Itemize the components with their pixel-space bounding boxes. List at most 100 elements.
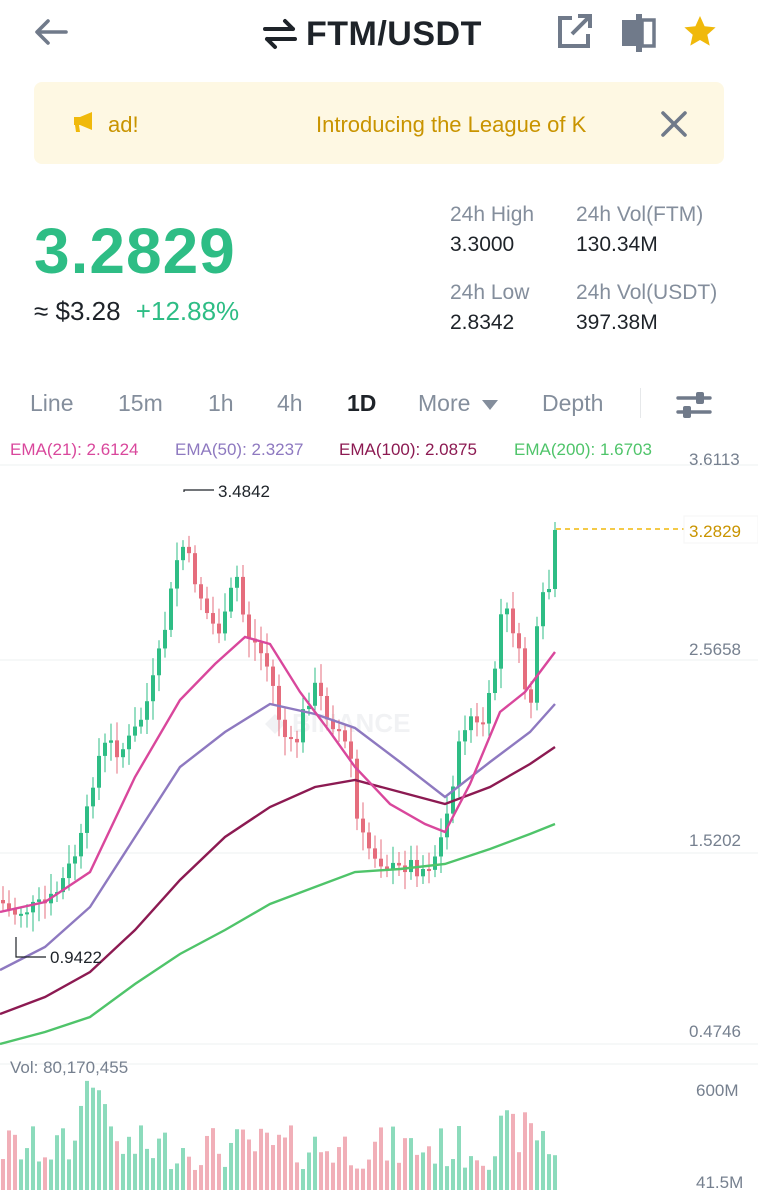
candle-body: [475, 716, 479, 723]
volume-bar: [355, 1168, 359, 1190]
candle-body: [217, 623, 221, 634]
fiat-price-row: ≈ $3.28 +12.88%: [34, 296, 239, 327]
volume-bar: [469, 1156, 473, 1190]
candle-body: [523, 648, 527, 690]
volume-bar: [487, 1169, 491, 1190]
candle-body: [427, 869, 431, 872]
volume-bar: [61, 1128, 65, 1190]
volume-bar: [163, 1132, 167, 1190]
high-annotation-leader: [183, 489, 214, 492]
volume-bar: [343, 1136, 347, 1190]
candle-body: [247, 614, 251, 639]
candle-body: [73, 856, 77, 864]
volume-bar: [337, 1147, 341, 1190]
close-icon[interactable]: [658, 108, 690, 140]
volume-bar: [73, 1140, 77, 1190]
volume-bar: [91, 1087, 95, 1190]
split-layout-icon[interactable]: [618, 12, 658, 52]
volume-bar: [535, 1140, 539, 1190]
header: FTM/USDT: [0, 0, 758, 70]
candle-body: [499, 614, 503, 669]
stat-label: 24h Vol(FTM): [576, 203, 704, 226]
volume-bar: [553, 1155, 557, 1190]
candle-body: [529, 689, 533, 703]
y-tick-label: 2.5658: [689, 640, 741, 659]
candle-body: [487, 693, 491, 724]
candle-body: [283, 719, 287, 738]
stat-24h-vol-quote: 24h Vol(USDT) 397.38M: [576, 281, 717, 335]
y-tick-label: 1.5202: [689, 831, 741, 850]
star-icon[interactable]: [680, 12, 720, 52]
candle-body: [181, 546, 185, 561]
candlestick-series: [1, 521, 557, 932]
candle-body: [541, 592, 545, 627]
volume-bar: [7, 1130, 11, 1190]
volume-bar: [379, 1127, 383, 1190]
stat-value: 397.38M: [576, 311, 658, 334]
tab-line[interactable]: Line: [30, 390, 74, 416]
volume-bar: [187, 1156, 191, 1190]
volume-tick-label: 41.5M: [696, 1173, 743, 1192]
volume-bar: [169, 1169, 173, 1190]
pair-selector[interactable]: FTM/USDT: [262, 12, 482, 56]
ema50-line: [0, 702, 556, 972]
tab-more[interactable]: More: [418, 390, 499, 417]
candle-body: [169, 588, 173, 630]
share-external-icon[interactable]: [554, 12, 594, 52]
volume-bar: [463, 1167, 467, 1190]
volume-bar: [175, 1163, 179, 1190]
candle-body: [85, 806, 89, 833]
volume-bar: [43, 1157, 47, 1190]
candle-body: [121, 749, 125, 758]
volume-bar: [139, 1125, 143, 1190]
volume-bar: [397, 1162, 401, 1190]
tab-15m[interactable]: 15m: [118, 390, 163, 416]
candle-body: [223, 611, 227, 634]
y-tick-label: 0.4746: [689, 1022, 741, 1041]
ema200-line: [0, 822, 556, 1046]
volume-bar: [391, 1126, 395, 1190]
announcement-banner[interactable]: ad! Introducing the League of K: [34, 82, 724, 164]
candle-body: [355, 758, 359, 819]
volume-bar: [421, 1152, 425, 1190]
volume-bar: [307, 1152, 311, 1190]
candle-body: [13, 909, 17, 915]
candle-body: [151, 675, 155, 702]
candle-body: [319, 682, 323, 696]
volume-bar: [127, 1136, 131, 1190]
stat-value: 2.8342: [450, 311, 515, 334]
candle-body: [391, 862, 395, 870]
volume-bar: [415, 1154, 419, 1190]
candle-body: [91, 787, 95, 807]
tab-1h[interactable]: 1h: [208, 390, 234, 416]
candle-body: [361, 818, 365, 833]
volume-bar: [97, 1090, 101, 1190]
volume-bar: [457, 1126, 461, 1190]
volume-bar: [325, 1151, 329, 1190]
candle-body: [367, 832, 371, 849]
candle-body: [205, 598, 209, 614]
sliders-icon[interactable]: [674, 388, 714, 422]
volume-bar: [283, 1137, 287, 1190]
tab-1d[interactable]: 1D: [347, 390, 377, 416]
megaphone-icon: [74, 112, 92, 132]
tab-depth[interactable]: Depth: [542, 390, 604, 416]
current-price-tag: [683, 515, 758, 544]
volume-bar: [217, 1153, 221, 1190]
candle-body: [271, 666, 275, 686]
price-chart[interactable]: BINANCE 3.2829 3.6113 2.5658 1.5202 0.47…: [0, 432, 758, 1200]
tab-4h[interactable]: 4h: [277, 390, 303, 416]
candle-body: [67, 863, 71, 879]
volume-bar: [205, 1135, 209, 1190]
ema21-line: [0, 635, 556, 914]
volume-bar: [109, 1126, 113, 1190]
price-change-percent: +12.88%: [135, 296, 240, 326]
candle-body: [469, 716, 473, 731]
volume-bar: [31, 1126, 35, 1190]
arrow-left-icon[interactable]: [30, 14, 74, 50]
volume-bar: [133, 1153, 137, 1190]
candle-body: [265, 653, 269, 667]
fiat-price: ≈ $3.28: [34, 296, 121, 326]
candle-body: [31, 901, 35, 913]
volume-bar: [301, 1169, 305, 1190]
